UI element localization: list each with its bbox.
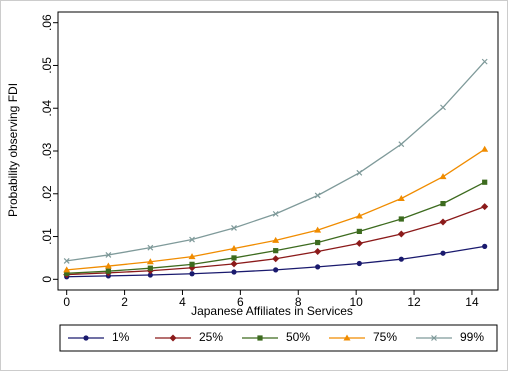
x-tick-label: 14 [465, 295, 479, 309]
marker [272, 255, 280, 263]
marker [439, 218, 447, 226]
marker [356, 169, 363, 176]
marker [189, 261, 195, 267]
legend-label: 50% [286, 330, 310, 344]
marker [397, 194, 405, 201]
marker [481, 58, 488, 65]
marker [230, 260, 238, 268]
x-tick-label: 4 [179, 295, 186, 309]
x-tick-label: 12 [407, 295, 421, 309]
marker [230, 245, 238, 252]
marker [356, 260, 362, 267]
marker [314, 192, 321, 199]
marker [314, 248, 322, 256]
legend-label: 25% [199, 330, 223, 344]
x-tick-label: 2 [121, 295, 128, 309]
marker [231, 255, 237, 261]
marker [189, 271, 195, 277]
marker [398, 216, 404, 222]
marker [397, 230, 405, 238]
marker [189, 236, 195, 243]
marker [398, 141, 405, 148]
marker [272, 210, 279, 217]
legend-label: 99% [460, 330, 484, 344]
marker [105, 252, 112, 258]
marker [314, 226, 322, 233]
marker [398, 256, 404, 262]
marker [482, 243, 488, 249]
marker [481, 203, 489, 211]
marker [273, 267, 279, 273]
legend-marker [343, 334, 351, 341]
marker [104, 262, 112, 269]
marker [355, 212, 363, 219]
marker [147, 265, 153, 271]
legend-label: 1% [112, 330, 130, 344]
marker [64, 270, 70, 276]
x-axis-label: Japanese Affiliates in Services [191, 304, 353, 318]
legend-label: 75% [373, 330, 397, 344]
marker [146, 258, 154, 265]
marker [355, 239, 363, 247]
x-tick-label: 6 [237, 295, 244, 309]
marker [63, 266, 71, 273]
marker [231, 269, 237, 275]
y-tick-label: .04 [40, 100, 54, 117]
marker [147, 244, 154, 251]
marker [315, 239, 321, 246]
y-tick-label: 0 [40, 276, 54, 283]
marker [105, 268, 111, 274]
marker [482, 179, 488, 185]
x-tick-label: 0 [63, 295, 70, 309]
marker [439, 173, 447, 180]
y-tick-label: .05 [40, 57, 54, 74]
marker [188, 253, 196, 260]
marker [356, 228, 362, 235]
plot-area [57, 11, 499, 291]
marker [440, 104, 446, 111]
y-tick-label: .06 [40, 14, 54, 31]
y-tick-label: .01 [40, 228, 54, 245]
y-tick-label: .03 [40, 142, 54, 159]
x-tick-label: 10 [349, 295, 363, 309]
marker [440, 201, 446, 207]
legend-marker [257, 335, 263, 341]
legend-marker [83, 335, 89, 341]
legend-marker [169, 334, 177, 342]
marker [315, 264, 321, 270]
y-axis-label: Probability observing FDI [6, 83, 20, 217]
marker [63, 257, 70, 264]
y-tick-label: .02 [40, 185, 54, 202]
marker [440, 250, 446, 256]
legend-marker [431, 335, 437, 341]
marker [231, 225, 237, 231]
marker [147, 272, 153, 278]
marker [273, 248, 279, 254]
marker [481, 145, 489, 152]
marker [272, 236, 280, 243]
x-tick-label: 8 [295, 295, 302, 309]
